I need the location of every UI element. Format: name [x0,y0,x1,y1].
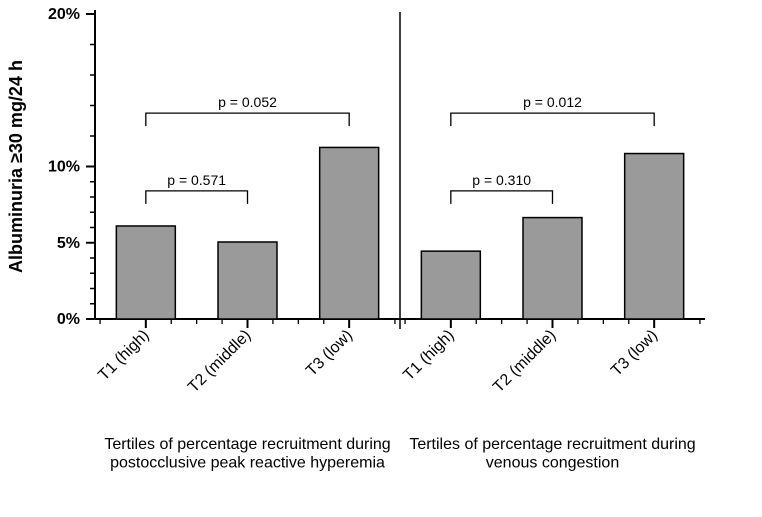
p-value-label: p = 0.052 [218,94,277,110]
bar [218,242,277,319]
svg-text:5%: 5% [57,235,80,252]
p-value-label: p = 0.571 [167,172,226,188]
p-value-label: p = 0.310 [472,172,531,188]
bar [320,147,379,319]
p-value-label: p = 0.012 [523,94,582,110]
bar [421,251,480,319]
svg-text:0%: 0% [57,311,80,328]
svg-text:20%: 20% [48,6,80,23]
svg-text:10%: 10% [48,159,80,176]
svg-text:Albuminuria ≥30 mg/24 h: Albuminuria ≥30 mg/24 h [6,60,26,273]
bar [523,218,582,319]
bar [625,154,684,319]
bar [116,226,175,319]
bar-chart: 0%5%10%20%Albuminuria ≥30 mg/24 hT1 (hig… [0,0,762,517]
panel-title: Tertiles of percentage recruitment durin… [104,436,390,471]
